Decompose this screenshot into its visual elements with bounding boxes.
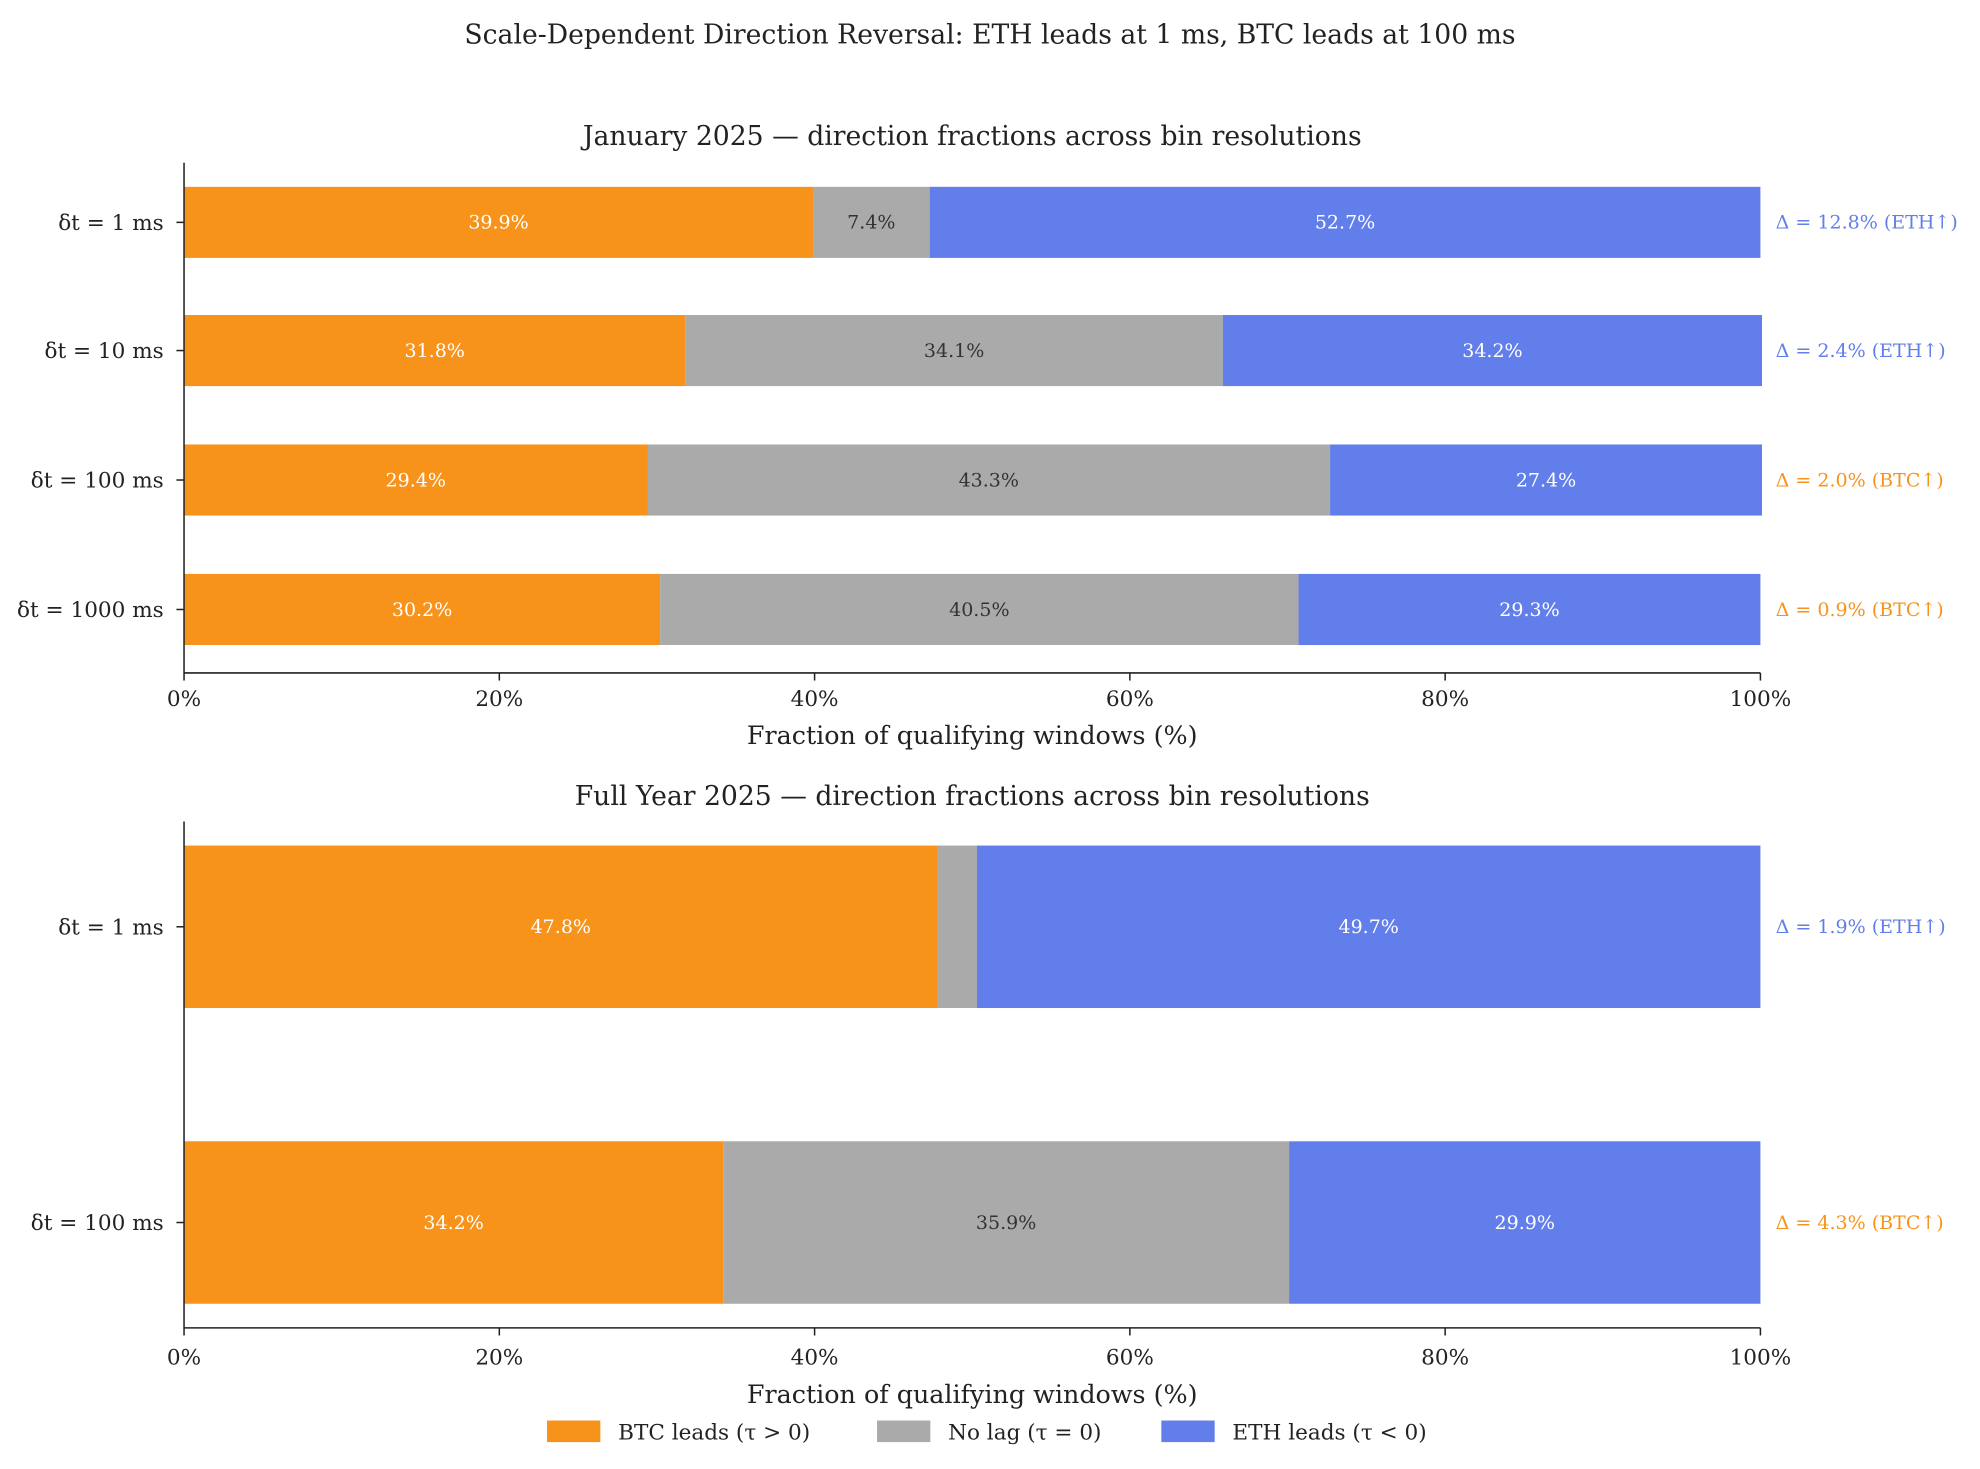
panel-title: Full Year 2025 — direction fractions acr… xyxy=(575,781,1370,812)
legend-item: ETH leads (τ < 0) xyxy=(1161,1420,1427,1446)
bar-segment-nolag xyxy=(723,1141,1290,1304)
data-label: 52.7% xyxy=(1315,212,1375,234)
y-tick-label: δt = 1 ms xyxy=(58,915,164,940)
legend-label: BTC leads (τ > 0) xyxy=(618,1421,810,1446)
data-label: 29.3% xyxy=(1499,599,1559,621)
data-label: 43.3% xyxy=(959,469,1019,491)
legend-label: No lag (τ = 0) xyxy=(948,1421,1101,1446)
y-tick-label: δt = 1000 ms xyxy=(17,598,164,623)
x-tick-label: 100% xyxy=(1730,1346,1792,1371)
figure-title: Scale-Dependent Direction Reversal: ETH … xyxy=(464,19,1515,50)
legend-item: BTC leads (τ > 0) xyxy=(547,1420,810,1446)
data-label: 34.1% xyxy=(924,340,984,362)
data-label: 31.8% xyxy=(404,340,464,362)
bar-segment-btc xyxy=(184,315,686,387)
data-label: 29.9% xyxy=(1495,1212,1555,1234)
bar-segment-btc xyxy=(184,186,814,258)
bar-segment-btc xyxy=(184,573,661,646)
bar-segment-btc xyxy=(184,444,648,516)
bar-segment-btc xyxy=(184,845,938,1009)
legend-swatch xyxy=(547,1420,601,1443)
data-label: 40.5% xyxy=(949,599,1009,621)
x-tick-label: 80% xyxy=(1421,687,1469,712)
panel-title: January 2025 — direction fractions acros… xyxy=(580,121,1362,152)
data-label: 7.4% xyxy=(847,212,895,234)
data-label: 34.2% xyxy=(423,1212,483,1234)
y-tick-label: δt = 10 ms xyxy=(44,339,163,364)
x-tick-label: 20% xyxy=(475,687,523,712)
x-tick-label: 20% xyxy=(475,1346,523,1371)
bar-segment-eth xyxy=(1289,1141,1761,1304)
x-axis-label: Fraction of qualifying windows (%) xyxy=(747,720,1198,750)
delta-annotation: Δ = 12.8% (ETH↑) xyxy=(1776,212,1958,234)
bar-segment-btc xyxy=(184,1141,724,1304)
bar-segment-nolag xyxy=(660,573,1299,646)
y-tick-label: δt = 100 ms xyxy=(31,469,164,494)
x-tick-label: 0% xyxy=(167,687,201,712)
x-tick-label: 40% xyxy=(791,687,839,712)
bar-segment-eth xyxy=(929,186,1761,258)
delta-annotation: Δ = 1.9% (ETH↑) xyxy=(1776,916,1946,938)
data-label: 47.8% xyxy=(531,916,591,938)
bar-segment-nolag xyxy=(937,845,977,1009)
data-label: 49.7% xyxy=(1338,916,1398,938)
legend-swatch xyxy=(1161,1420,1215,1443)
bar-segment-eth xyxy=(976,845,1761,1009)
x-axis-label: Fraction of qualifying windows (%) xyxy=(747,1379,1198,1409)
data-label: 39.9% xyxy=(468,212,528,234)
bar-segment-nolag xyxy=(647,444,1331,516)
data-label: 27.4% xyxy=(1516,469,1576,491)
data-label: 34.2% xyxy=(1462,340,1522,362)
delta-annotation: Δ = 4.3% (BTC↑) xyxy=(1776,1212,1944,1234)
bar-segment-eth xyxy=(1298,573,1761,646)
data-label: 29.4% xyxy=(386,469,446,491)
y-tick-label: δt = 1 ms xyxy=(58,211,164,236)
x-tick-label: 0% xyxy=(167,1346,201,1371)
x-tick-label: 100% xyxy=(1730,687,1792,712)
delta-annotation: Δ = 2.0% (BTC↑) xyxy=(1776,469,1944,491)
bar-segment-eth xyxy=(1330,444,1762,516)
bar-segment-nolag xyxy=(813,186,930,258)
x-tick-label: 60% xyxy=(1106,687,1154,712)
data-label: 30.2% xyxy=(392,599,452,621)
bar-segment-eth xyxy=(1222,315,1762,387)
x-tick-label: 60% xyxy=(1106,1346,1154,1371)
legend: BTC leads (τ > 0) No lag (τ = 0) ETH leads… xyxy=(547,1420,1427,1446)
delta-annotation: Δ = 0.9% (BTC↑) xyxy=(1776,599,1944,621)
delta-annotation: Δ = 2.4% (ETH↑) xyxy=(1776,340,1946,362)
x-tick-label: 40% xyxy=(791,1346,839,1371)
legend-swatch xyxy=(877,1420,931,1443)
y-tick-label: δt = 100 ms xyxy=(31,1211,164,1236)
panel-2: Full Year 2025 — direction fractions acr… xyxy=(31,781,1946,1409)
bar-segment-nolag xyxy=(685,315,1223,387)
data-label: 35.9% xyxy=(976,1212,1036,1234)
x-tick-label: 80% xyxy=(1421,1346,1469,1371)
legend-item: No lag (τ = 0) xyxy=(877,1420,1101,1446)
legend-label: ETH leads (τ < 0) xyxy=(1232,1421,1426,1446)
panel-1: January 2025 — direction fractions acros… xyxy=(17,121,1958,750)
